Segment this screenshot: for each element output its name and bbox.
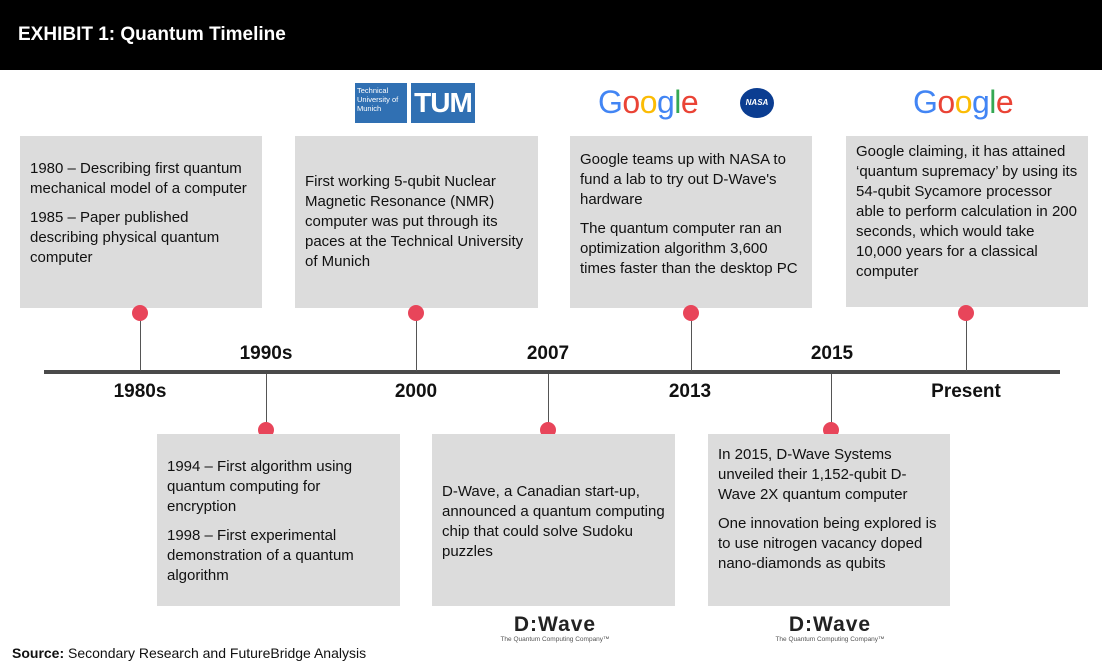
milestone-2013-box: Google teams up with NASA to fund a lab …: [570, 136, 812, 308]
year-label-2013: 2013: [668, 381, 712, 402]
year-label-2015: 2015: [810, 343, 854, 364]
milestone-text: First working 5-qubit Nuclear Magnetic R…: [305, 173, 524, 270]
milestone-dot-2013: [683, 305, 699, 321]
source-text: Secondary Research and FutureBridge Anal…: [68, 645, 367, 661]
header-bar: EXHIBIT 1: Quantum Timeline: [0, 0, 1102, 70]
tum-logo-text: Technical University of Munich: [355, 83, 407, 123]
source-label: Source:: [12, 645, 65, 661]
dwave-logo-mark: D:Wave: [513, 613, 597, 636]
milestone-2007-box: D-Wave, a Canadian start-up, announced a…: [432, 434, 675, 606]
year-label-1980s: 1980s: [113, 381, 167, 402]
milestone-text: 1994 – First algorithm using quantum com…: [167, 458, 353, 515]
dwave-logo: D:Wave The Quantum Computing Company™: [490, 614, 620, 644]
year-label-present: Present: [931, 381, 1001, 402]
milestone-dot-2000: [408, 305, 424, 321]
milestone-text: Google teams up with NASA to fund a lab …: [580, 151, 786, 208]
connector-1990s: [266, 374, 267, 430]
milestone-2015-box: In 2015, D-Wave Systems unveiled their 1…: [708, 434, 950, 606]
milestone-text: The quantum computer ran an optimization…: [580, 220, 798, 277]
milestone-text: 1985 – Paper published describing physic…: [30, 209, 220, 266]
source-note: Source: Secondary Research and FutureBri…: [12, 645, 366, 661]
milestone-present-box: Google claiming, it has attained ‘quantu…: [846, 136, 1088, 307]
milestone-text: 1980 – Describing first quantum mechanic…: [30, 160, 247, 197]
milestone-2000-box: First working 5-qubit Nuclear Magnetic R…: [295, 136, 538, 308]
connector-2000: [416, 313, 417, 371]
milestone-1990s-box: 1994 – First algorithm using quantum com…: [157, 434, 400, 606]
milestone-text: D-Wave, a Canadian start-up, announced a…: [442, 483, 665, 560]
connector-present: [966, 313, 967, 371]
milestone-text: One innovation being explored is to use …: [718, 515, 937, 572]
timeline-axis: [44, 370, 1060, 374]
nasa-logo: NASA: [740, 88, 774, 118]
tum-logo-mark: TUM: [411, 83, 475, 123]
dwave-logo: D:Wave The Quantum Computing Company™: [765, 614, 895, 644]
milestone-text: In 2015, D-Wave Systems unveiled their 1…: [718, 446, 908, 503]
google-logo: Google: [598, 84, 699, 120]
nasa-logo-text: NASA: [745, 98, 769, 107]
connector-1980s: [140, 313, 141, 371]
milestone-1980s-box: 1980 – Describing first quantum mechanic…: [20, 136, 262, 308]
year-label-2007: 2007: [526, 343, 570, 364]
year-label-2000: 2000: [394, 381, 438, 402]
milestone-text: 1998 – First experimental demonstration …: [167, 527, 354, 584]
page-title: EXHIBIT 1: Quantum Timeline: [18, 24, 286, 45]
dwave-logo-tagline: The Quantum Computing Company™: [500, 636, 610, 643]
google-logo: Google: [913, 84, 1014, 120]
connector-2007: [548, 374, 549, 430]
milestone-text: Google claiming, it has attained ‘quantu…: [856, 143, 1078, 280]
dwave-logo-mark: D:Wave: [788, 613, 872, 636]
milestone-dot-present: [958, 305, 974, 321]
milestone-dot-1980s: [132, 305, 148, 321]
connector-2015: [831, 374, 832, 430]
dwave-logo-tagline: The Quantum Computing Company™: [775, 636, 885, 643]
connector-2013: [691, 313, 692, 371]
year-label-1990s: 1990s: [239, 343, 293, 364]
